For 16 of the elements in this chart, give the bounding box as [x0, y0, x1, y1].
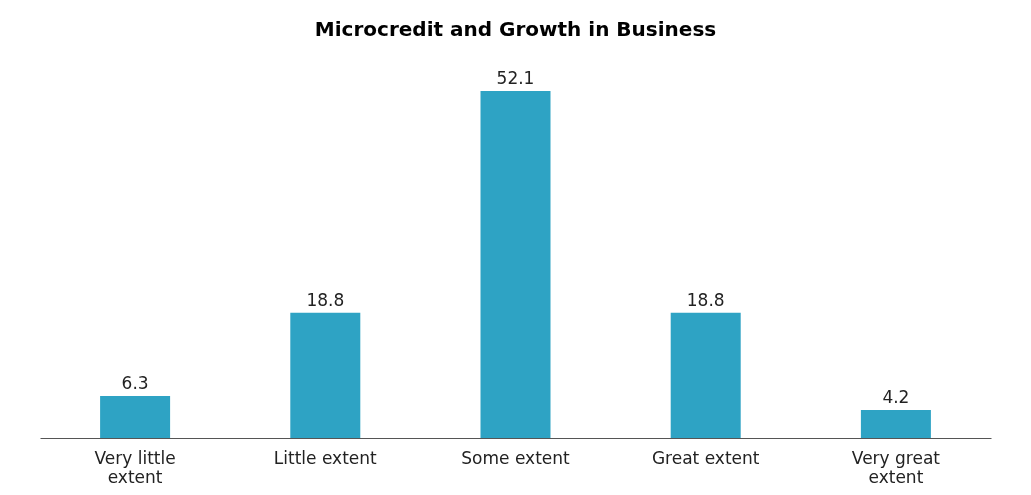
- x-tick-label: Some extent: [461, 447, 571, 468]
- data-label: 52.1: [496, 68, 535, 88]
- x-tick-label: Very little extent: [94, 447, 176, 487]
- bar: [860, 410, 931, 438]
- chart-title: Microcredit and Growth in Business: [314, 17, 717, 41]
- bar: [100, 396, 171, 438]
- x-tick-label: Great extent: [651, 447, 760, 468]
- data-label: 18.8: [686, 289, 725, 310]
- data-label: 18.8: [306, 289, 345, 310]
- bar: [290, 312, 361, 438]
- bar: [670, 312, 741, 438]
- data-label: 6.3: [121, 373, 149, 394]
- x-tick-label: Little extent: [273, 447, 378, 468]
- data-label: 4.2: [882, 387, 910, 408]
- bar: [480, 91, 551, 438]
- x-tick-label: Very great extent: [851, 447, 941, 487]
